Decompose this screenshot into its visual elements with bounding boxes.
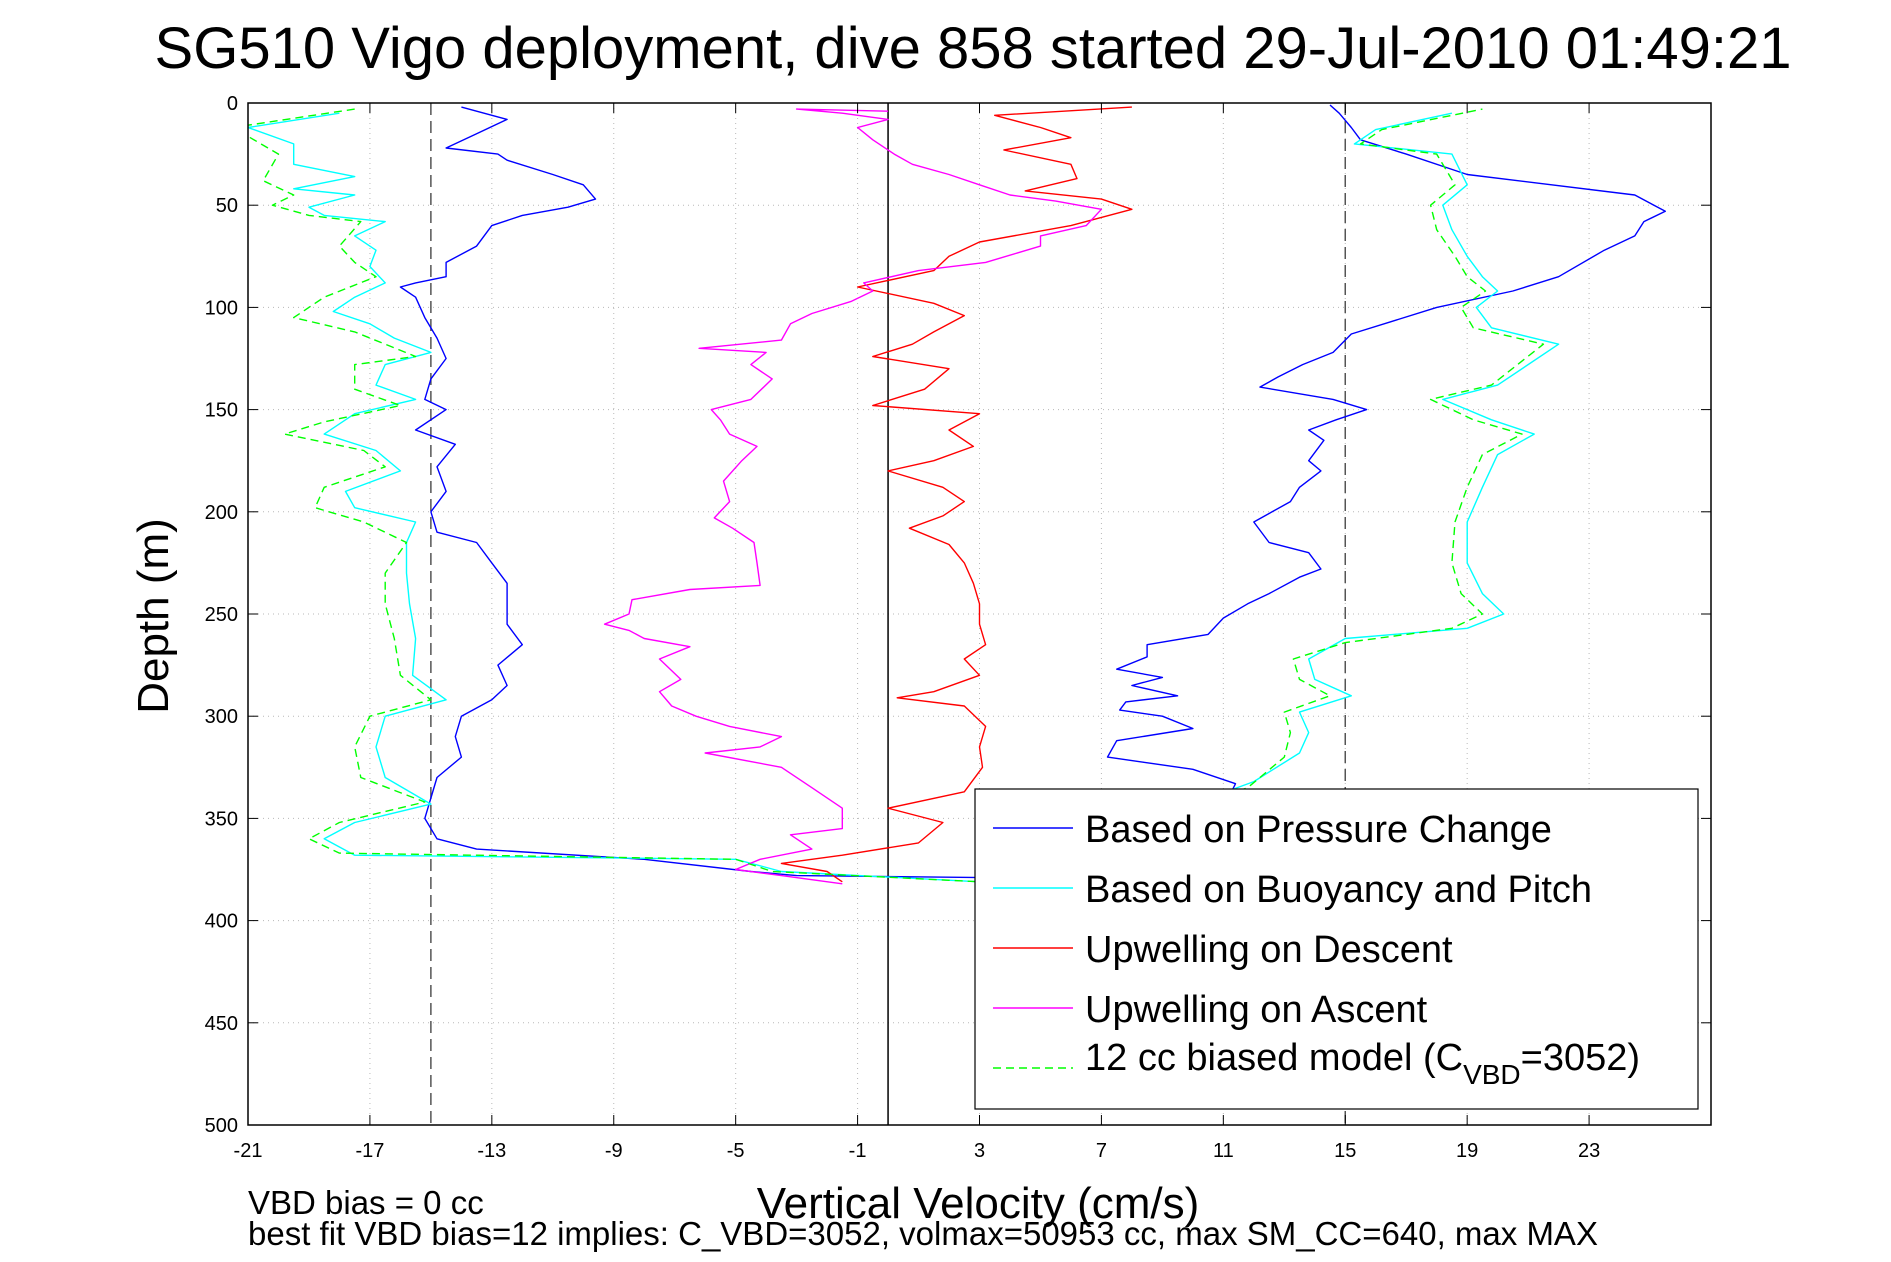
x-tick-label: 15 [1334,1140,1356,1162]
legend-label-buoyancy: Based on Buoyancy and Pitch [1085,869,1592,911]
y-tick-label: 400 [205,911,238,933]
y-tick-label: 150 [205,400,238,422]
y-tick-label: 100 [205,297,238,319]
y-tick-label: 450 [205,1013,238,1035]
x-tick-label: 3 [974,1140,985,1162]
x-tick-label: 19 [1456,1140,1478,1162]
legend-label-ascent: Upwelling on Ascent [1085,989,1428,1031]
footer-vbd-bias: VBD bias = 0 cc [248,1184,484,1221]
x-tick-label: 11 [1213,1140,1234,1162]
series-lines [248,104,1667,885]
y-tick-label: 300 [205,706,238,728]
y-tick-label: 0 [227,93,238,115]
x-tick-label: -1 [849,1140,867,1162]
series-line [780,106,1133,883]
legend: Based on Pressure Change Based on Buoyan… [974,788,1699,1110]
series-line [603,108,1103,885]
series-line [248,108,1545,883]
x-tick-label: -17 [355,1140,384,1162]
x-tick-label: 23 [1578,1140,1600,1162]
series-line [248,112,1560,883]
legend-biased-subscript: VBD [1463,1059,1521,1090]
y-tick-label: 50 [216,195,238,217]
y-tick-label: 200 [205,502,238,524]
series-line [994,104,1667,879]
y-tick-label: 250 [205,604,238,626]
legend-box [974,788,1699,1110]
legend-label-descent: Upwelling on Descent [1085,929,1453,971]
x-axis-label: Vertical Velocity (cm/s) [757,1179,1200,1228]
legend-label-biased-model: 12 cc biased model (CVBD=3052) [1085,1037,1640,1090]
x-tick-label: -5 [727,1140,745,1162]
y-tick-label: 350 [205,808,238,830]
series-line [399,106,995,879]
footer-best-fit: best fit VBD bias=12 implies: C_VBD=3052… [248,1215,1598,1252]
legend-biased-end: =3052) [1521,1037,1640,1079]
x-tick-label: -9 [605,1140,623,1162]
y-tick-label: 500 [205,1115,238,1137]
x-tick-label: -13 [477,1140,506,1162]
x-tick-label: 7 [1096,1140,1107,1162]
legend-label-pressure: Based on Pressure Change [1085,809,1552,851]
x-tick-label: -21 [234,1140,263,1162]
y-axis-label: Depth (m) [129,518,178,714]
legend-biased-main: 12 cc biased model (C [1085,1037,1463,1079]
chart-title: SG510 Vigo deployment, dive 858 started … [155,16,1792,81]
x-axis-ticks: -21 -17 -13 -9 -5 -1 3 7 11 15 19 23 [234,103,1600,1162]
y-axis-ticks: 0 50 100 150 200 250 300 350 400 450 500 [205,93,1711,1137]
